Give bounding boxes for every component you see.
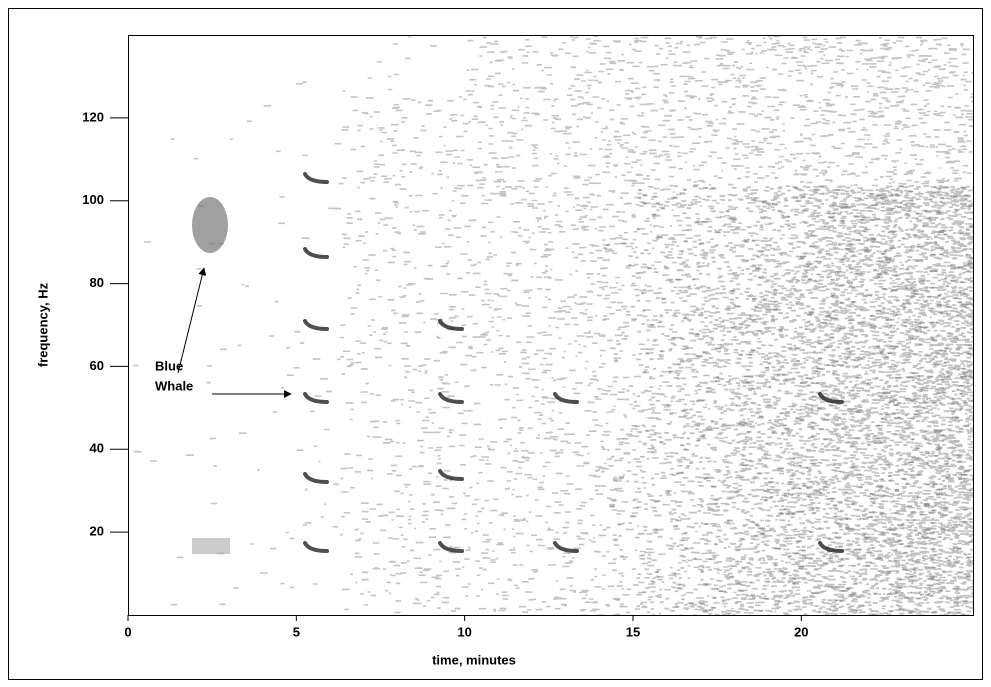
call xyxy=(303,247,329,259)
annotation-arrow xyxy=(177,267,207,374)
y-tick-label: 120 xyxy=(82,109,104,124)
x-tick-label: 15 xyxy=(626,624,640,639)
plot-frame xyxy=(128,35,974,616)
call xyxy=(303,392,329,404)
annotation-text: Whale xyxy=(155,378,193,393)
y-tick-label: 20 xyxy=(90,524,104,539)
call xyxy=(438,541,464,553)
y-tick-label: 40 xyxy=(90,441,104,456)
x-axis-label: time, minutes xyxy=(432,652,516,667)
call xyxy=(553,392,579,404)
call xyxy=(438,319,464,331)
call xyxy=(303,472,329,484)
call-blob xyxy=(192,197,228,253)
call xyxy=(818,392,844,404)
call-blob xyxy=(192,538,230,554)
call xyxy=(438,469,464,481)
annotation-text: Blue xyxy=(155,358,183,373)
noise-dense xyxy=(593,185,973,615)
y-axis-label: frequency, Hz xyxy=(35,282,50,367)
y-tick-label: 100 xyxy=(82,192,104,207)
y-tick-label: 80 xyxy=(90,275,104,290)
call xyxy=(818,541,844,553)
outer-frame xyxy=(8,8,983,680)
call xyxy=(553,541,579,553)
call xyxy=(303,541,329,553)
call xyxy=(438,392,464,404)
call xyxy=(303,172,329,184)
call xyxy=(303,319,329,331)
spectrogram-texture xyxy=(132,35,973,615)
x-tick-label: 5 xyxy=(293,624,300,639)
x-tick-label: 20 xyxy=(794,624,808,639)
y-tick-label: 60 xyxy=(90,358,104,373)
x-tick-label: 0 xyxy=(124,624,131,639)
x-tick-label: 10 xyxy=(457,624,471,639)
